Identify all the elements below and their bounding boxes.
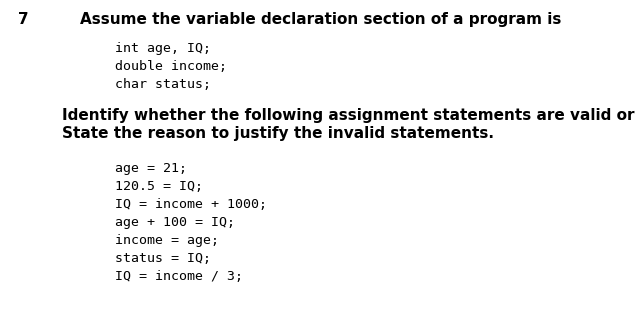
Text: int age, IQ;: int age, IQ; xyxy=(115,42,211,55)
Text: age + 100 = IQ;: age + 100 = IQ; xyxy=(115,216,235,229)
Text: char status;: char status; xyxy=(115,78,211,91)
Text: Identify whether the following assignment statements are valid or invalid.: Identify whether the following assignmen… xyxy=(62,108,637,123)
Text: status = IQ;: status = IQ; xyxy=(115,252,211,265)
Text: income = age;: income = age; xyxy=(115,234,219,247)
Text: Assume the variable declaration section of a program is: Assume the variable declaration section … xyxy=(80,12,561,27)
Text: 120.5 = IQ;: 120.5 = IQ; xyxy=(115,180,203,193)
Text: IQ = income / 3;: IQ = income / 3; xyxy=(115,270,243,283)
Text: IQ = income + 1000;: IQ = income + 1000; xyxy=(115,198,267,211)
Text: State the reason to justify the invalid statements.: State the reason to justify the invalid … xyxy=(62,126,494,141)
Text: 7: 7 xyxy=(18,12,29,27)
Text: double income;: double income; xyxy=(115,60,227,73)
Text: age = 21;: age = 21; xyxy=(115,162,187,175)
